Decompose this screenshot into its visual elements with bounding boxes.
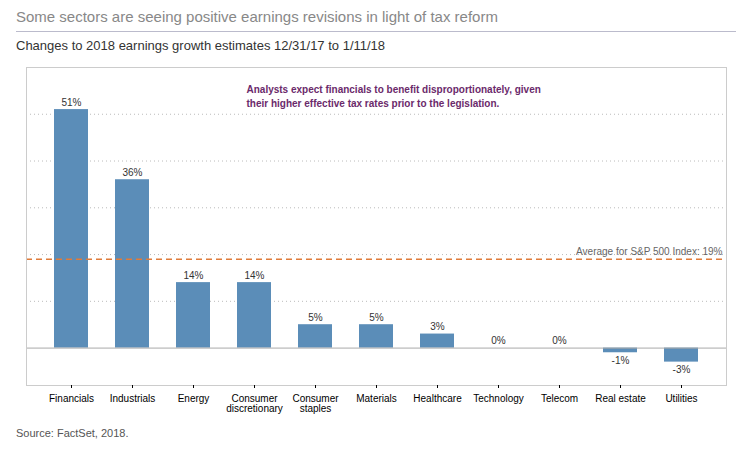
- svg-text:36%: 36%: [122, 167, 142, 178]
- html-text:Some sectors are seeing positi: Some sectors are seeing positive earning…: [16, 8, 498, 25]
- svg-text:51%: 51%: [61, 97, 81, 108]
- svg-text:Consumerstaples: Consumerstaples: [292, 393, 339, 414]
- svg-text:14%: 14%: [183, 270, 203, 281]
- svg-text:Industrials: Industrials: [110, 393, 156, 404]
- svg-text:Average for S&P 500 Index: 19%: Average for S&P 500 Index: 19%: [576, 246, 723, 257]
- svg-text:Materials: Materials: [356, 393, 397, 404]
- html-text:Source: FactSet, 2018.: Source: FactSet, 2018.: [16, 427, 129, 439]
- svg-text:Consumerdiscretionary: Consumerdiscretionary: [226, 393, 283, 414]
- svg-text:Telecom: Telecom: [541, 393, 578, 404]
- svg-text:14%: 14%: [244, 270, 264, 281]
- svg-text:0%: 0%: [491, 335, 506, 346]
- svg-text:Utilities: Utilities: [665, 393, 697, 404]
- svg-text:-1%: -1%: [612, 355, 630, 366]
- svg-text:Financials: Financials: [49, 393, 94, 404]
- svg-text:5%: 5%: [308, 312, 323, 323]
- svg-text:-3%: -3%: [673, 364, 691, 375]
- svg-text:Real estate: Real estate: [595, 393, 646, 404]
- svg-text:0%: 0%: [552, 335, 567, 346]
- html-text:Changes to 2018 earnings growt: Changes to 2018 earnings growth estimate…: [16, 38, 386, 53]
- svg-text:Analysts expect financials to: Analysts expect financials to benefit di…: [247, 84, 541, 109]
- svg-text:Healthcare: Healthcare: [413, 393, 462, 404]
- svg-text:5%: 5%: [369, 312, 384, 323]
- svg-text:Energy: Energy: [178, 393, 210, 404]
- svg-text:Technology: Technology: [473, 393, 524, 404]
- svg-text:3%: 3%: [430, 321, 445, 332]
